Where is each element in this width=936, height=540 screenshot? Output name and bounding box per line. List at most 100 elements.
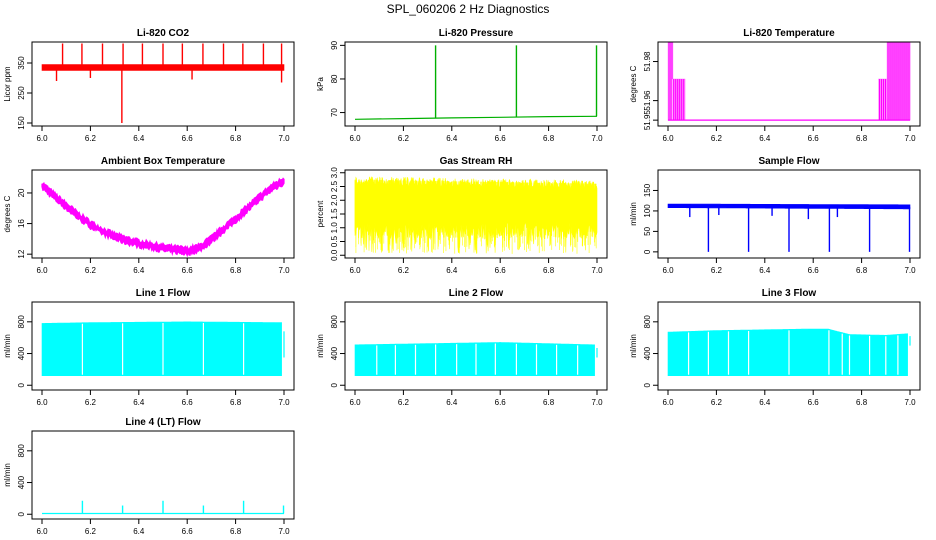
x-tick-label: 6.0 bbox=[662, 266, 674, 275]
x-tick-label: 6.6 bbox=[495, 266, 507, 275]
line1-band bbox=[41, 321, 282, 376]
plot-frame bbox=[657, 169, 921, 259]
y-tick-label: 2.5 bbox=[330, 180, 339, 192]
x-tick-label: 6.0 bbox=[662, 398, 674, 407]
plot-frame bbox=[344, 41, 608, 127]
y-tick-label: 1.5 bbox=[330, 208, 339, 220]
chart-line2: Line 2 Flow 6.0 6.2 6.4 6.6 6.8 7.0 0 400 800 ml/m… bbox=[316, 288, 608, 407]
x-tick-label: 6.6 bbox=[808, 134, 820, 143]
y-tick-label: 0 bbox=[330, 382, 339, 387]
y-tick-label: 100 bbox=[643, 204, 652, 218]
y-tick-label: 0.0 bbox=[330, 249, 339, 261]
line3-band bbox=[667, 328, 908, 376]
chart-ambient: Ambient Box Temperature 6.0 6.2 6.4 6.6 6.8 7.… bbox=[3, 156, 295, 275]
y-tick-label: 400 bbox=[643, 346, 652, 360]
y-tick-label: 400 bbox=[330, 346, 339, 360]
x-tick-label: 7.0 bbox=[278, 266, 290, 275]
y-tick-label: 2.0 bbox=[330, 194, 339, 206]
chart-title: Li-820 Temperature bbox=[743, 28, 835, 39]
chart-line3: Line 3 Flow 6.0 6.2 6.4 6.6 6.8 7.0 0 400 800 ml/m… bbox=[629, 288, 921, 407]
y-tick-label: 800 bbox=[17, 444, 26, 458]
y-tick-label: 150 bbox=[643, 183, 652, 197]
x-tick-label: 6.4 bbox=[446, 134, 458, 143]
plot-frame bbox=[657, 301, 921, 391]
ambient-curve bbox=[41, 177, 285, 258]
y-tick-label: 250 bbox=[17, 86, 26, 100]
y-tick-label: 16 bbox=[17, 219, 26, 228]
chart-title: Li-820 Pressure bbox=[439, 28, 514, 39]
chart-data-layer bbox=[354, 45, 598, 120]
x-tick-label: 6.2 bbox=[398, 266, 410, 275]
y-tick-label: 20 bbox=[17, 188, 26, 197]
x-tick-label: 6.6 bbox=[808, 266, 820, 275]
x-tick-label: 6.6 bbox=[495, 134, 507, 143]
y-tick-label: 50 bbox=[643, 226, 652, 235]
chart-title: Gas Stream RH bbox=[440, 156, 513, 167]
y-tick-label: 51.98 bbox=[643, 51, 652, 72]
x-tick-label: 6.2 bbox=[85, 527, 97, 536]
x-tick-label: 6.0 bbox=[36, 266, 48, 275]
chart-title: Line 4 (LT) Flow bbox=[125, 417, 201, 428]
x-tick-label: 6.0 bbox=[36, 134, 48, 143]
line2-band bbox=[354, 342, 595, 376]
x-tick-label: 7.0 bbox=[904, 266, 916, 275]
chart-data-layer bbox=[354, 176, 598, 254]
x-tick-label: 6.4 bbox=[133, 527, 145, 536]
chart-data-layer bbox=[667, 42, 911, 121]
chart-pressure: Li-820 Pressure 6.0 6.2 6.4 6.6 6.8 7.0 70 80 90 k… bbox=[316, 28, 608, 143]
x-tick-label: 6.2 bbox=[85, 134, 97, 143]
chart-temperature: Li-820 Temperature 6.0 6.2 6.4 6.6 6.8 7.0 51.9… bbox=[629, 28, 921, 143]
temp-block bbox=[886, 42, 911, 121]
x-tick-label: 7.0 bbox=[591, 398, 603, 407]
x-tick-label: 7.0 bbox=[278, 398, 290, 407]
y-tick-label: 0 bbox=[643, 382, 652, 387]
chart-data-layer bbox=[354, 342, 598, 376]
chart-title: Ambient Box Temperature bbox=[101, 156, 226, 167]
x-tick-label: 6.0 bbox=[349, 266, 361, 275]
x-tick-label: 6.6 bbox=[495, 398, 507, 407]
chart-data-layer bbox=[667, 328, 911, 376]
pressure-line bbox=[354, 115, 598, 120]
x-tick-label: 6.2 bbox=[398, 134, 410, 143]
chart-data-layer bbox=[41, 177, 285, 258]
x-tick-label: 6.4 bbox=[759, 134, 771, 143]
y-tick-label: 0.5 bbox=[330, 235, 339, 247]
x-tick-label: 6.4 bbox=[446, 266, 458, 275]
x-tick-label: 6.6 bbox=[182, 398, 194, 407]
y-tick-label: 51.95 bbox=[643, 110, 652, 131]
y-axis-label: kPa bbox=[316, 77, 325, 91]
x-tick-label: 7.0 bbox=[904, 134, 916, 143]
chart-line1: Line 1 Flow 6.0 6.2 6.4 6.6 6.8 7.0 0 400 800 ml/m… bbox=[3, 288, 295, 407]
chart-data-layer bbox=[41, 43, 285, 123]
y-tick-label: 1.0 bbox=[330, 222, 339, 234]
x-tick-label: 6.2 bbox=[711, 266, 723, 275]
x-tick-label: 6.2 bbox=[711, 134, 723, 143]
chart-rh: Gas Stream RH 6.0 6.2 6.4 6.6 6.8 7.0 0.0 0.51.0… bbox=[316, 156, 608, 275]
x-tick-label: 6.0 bbox=[662, 134, 674, 143]
y-tick-label: 350 bbox=[17, 56, 26, 70]
y-axis-label: ml/min bbox=[629, 202, 638, 226]
y-tick-label: 800 bbox=[330, 315, 339, 329]
y-tick-label: 0 bbox=[643, 249, 652, 254]
x-tick-label: 6.2 bbox=[711, 398, 723, 407]
x-tick-label: 6.8 bbox=[543, 398, 555, 407]
x-tick-label: 6.4 bbox=[759, 266, 771, 275]
x-tick-label: 6.8 bbox=[856, 134, 868, 143]
x-tick-label: 6.6 bbox=[182, 266, 194, 275]
y-tick-label: 51.96 bbox=[643, 90, 652, 111]
x-tick-label: 7.0 bbox=[591, 266, 603, 275]
figure-title: SPL_060206 2 Hz Diagnostics bbox=[386, 2, 550, 16]
x-tick-label: 6.2 bbox=[398, 398, 410, 407]
x-tick-label: 6.4 bbox=[133, 134, 145, 143]
chart-data-layer bbox=[41, 321, 285, 376]
x-tick-label: 6.6 bbox=[808, 398, 820, 407]
y-axis-label: ml/min bbox=[3, 334, 12, 358]
y-axis-label: Licor ppm bbox=[3, 66, 12, 101]
y-axis-label: ml/min bbox=[3, 463, 12, 487]
x-tick-label: 6.4 bbox=[446, 398, 458, 407]
chart-sample_flow: Sample Flow 6.0 6.2 6.4 6.6 6.8 7.0 0 50 100 150 ml… bbox=[629, 156, 921, 275]
chart-title: Li-820 CO2 bbox=[137, 28, 190, 39]
chart-title: Line 2 Flow bbox=[449, 288, 504, 299]
y-tick-label: 800 bbox=[643, 315, 652, 329]
